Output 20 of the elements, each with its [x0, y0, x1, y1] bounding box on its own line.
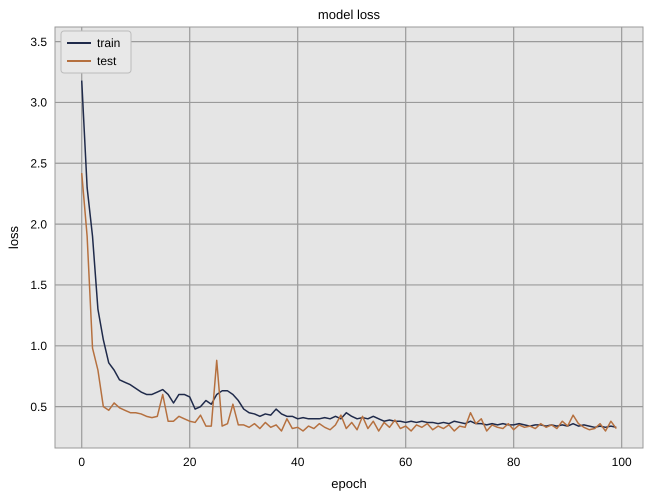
y-tick-label: 2.5 — [30, 156, 48, 170]
y-tick-label: 0.5 — [30, 400, 48, 414]
chart-title: model loss — [318, 7, 381, 22]
line-series — [80, 172, 618, 432]
y-axis-title: loss — [6, 225, 21, 250]
x-tick-label: 20 — [183, 455, 197, 469]
x-tick-label: 0 — [78, 455, 86, 469]
line-series — [80, 80, 618, 428]
x-tick-label: 60 — [399, 455, 413, 469]
y-tick-label: 3.0 — [30, 96, 48, 110]
x-axis-title: epoch — [331, 476, 367, 491]
y-tick-label: 1.5 — [30, 278, 48, 292]
x-tick-label: 40 — [291, 455, 305, 469]
y-tick-label: 3.5 — [30, 34, 48, 49]
legend-label: train — [97, 36, 120, 50]
x-tick-label: 100 — [612, 455, 632, 469]
y-tick-label: 2.0 — [30, 217, 48, 232]
legend-label: test — [97, 54, 118, 68]
y-tick-label: 1.0 — [30, 338, 48, 353]
x-tick-label: 80 — [507, 455, 521, 469]
